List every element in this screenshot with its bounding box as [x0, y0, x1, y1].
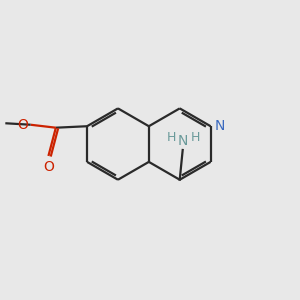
Text: H: H: [167, 131, 176, 144]
Text: H: H: [190, 131, 200, 144]
Text: O: O: [17, 118, 28, 132]
Text: O: O: [43, 160, 54, 173]
Text: N: N: [178, 134, 188, 148]
Text: N: N: [214, 119, 225, 133]
